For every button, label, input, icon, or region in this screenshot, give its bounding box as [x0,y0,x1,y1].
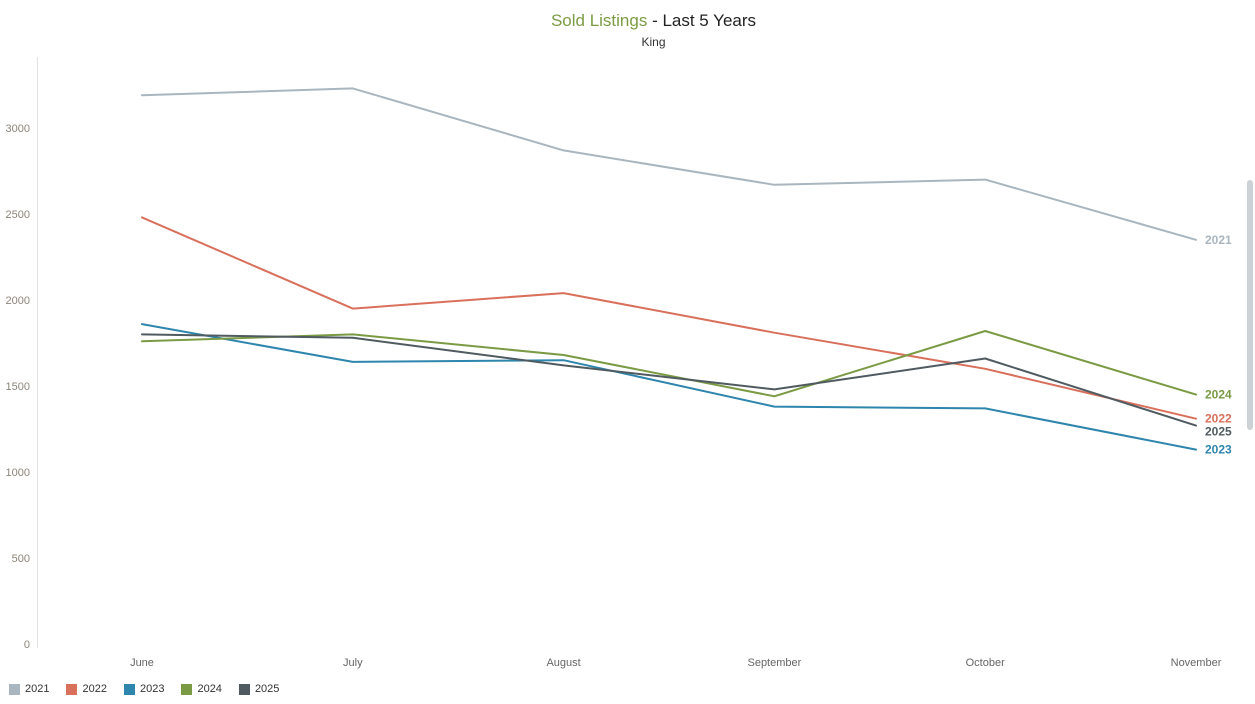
scrollbar-thumb[interactable] [1247,180,1253,430]
legend-swatch-2025 [238,683,250,695]
y-axis-label: 500 [12,553,30,565]
series-line-2023[interactable] [141,323,1197,451]
series-end-label-2025: 2025 [1205,425,1232,439]
y-axis-label: 3000 [6,123,30,135]
legend-item-2022[interactable]: 2022 [66,683,107,695]
chart-header: Sold Listings - Last 5 Years King [0,11,1255,49]
legend-item-2021[interactable]: 2021 [9,683,49,695]
chart-title-suffix: - Last 5 Years [647,11,757,30]
chart-title-main: Sold Listings [550,11,648,30]
line-chart: 0 500 1000 1500 2000 2500 3000 June July August Se… [6,57,1232,669]
x-axis-label: November [1171,657,1222,669]
y-axis-label: 1500 [6,381,30,393]
legend-swatch-2024 [181,683,193,695]
series-end-label-2021: 2021 [1205,233,1232,247]
x-axis-label: June [130,657,154,669]
legend-swatch-2023 [123,683,135,695]
chart-legend: 2021 2022 2023 2024 2025 [9,683,279,695]
chart-title: Sold Listings - Last 5 Years [52,11,1255,31]
series-end-label-2022: 2022 [1205,412,1232,426]
legend-label: 2024 [197,683,222,695]
y-axis-label: 1000 [6,467,30,479]
legend-item-2025[interactable]: 2025 [238,683,280,695]
legend-swatch-2022 [66,683,78,695]
legend-item-2023[interactable]: 2023 [123,683,165,695]
chart-subtitle: King [641,35,666,49]
y-axis-label: 2000 [6,295,30,307]
legend-swatch-2021 [9,683,20,695]
legend-label: 2021 [25,683,50,695]
series-line-2022[interactable] [141,216,1197,420]
legend-label: 2025 [254,683,280,695]
series-line-2021[interactable] [141,87,1197,241]
y-axis-label: 0 [24,639,30,651]
series-line-2025[interactable] [141,333,1197,427]
y-axis-label: 2500 [6,209,30,221]
x-axis-label: August [546,657,580,669]
x-axis-label: October [966,657,1005,669]
legend-item-2024[interactable]: 2024 [181,683,222,695]
x-axis-label: September [747,657,801,669]
series-line-2024[interactable] [141,330,1197,398]
series-end-label-2023: 2023 [1205,443,1232,457]
legend-label: 2023 [139,683,165,695]
series-end-label-2024: 2024 [1205,388,1232,402]
x-axis-label: July [343,657,363,669]
legend-label: 2022 [82,683,107,695]
